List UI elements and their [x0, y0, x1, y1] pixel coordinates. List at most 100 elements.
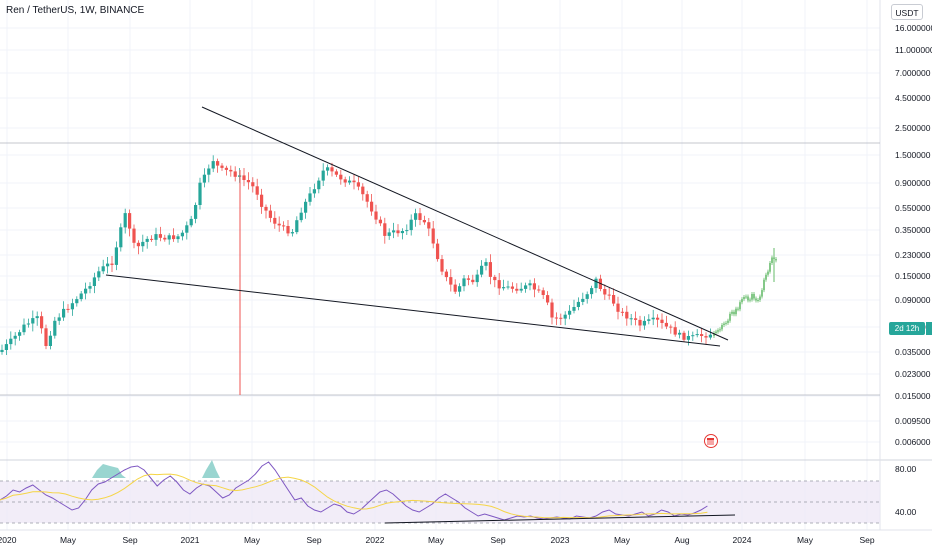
projection-bar — [715, 331, 717, 333]
candle-body — [669, 326, 673, 328]
rsi-axis-label: 80.00 — [895, 464, 917, 474]
time-axis-label: May — [244, 535, 261, 545]
projection-bar — [749, 299, 751, 301]
candle-body — [62, 308, 66, 318]
projection-bar — [765, 274, 767, 280]
candle-body — [48, 335, 52, 346]
candle-body — [365, 194, 369, 202]
candle-body — [0, 349, 4, 352]
candle-body — [488, 262, 492, 277]
candle-body — [176, 236, 180, 240]
candle-body — [75, 299, 79, 304]
rsi-overbought-fill — [92, 464, 126, 478]
rsi-overbought-fill — [202, 460, 220, 478]
candle-body — [405, 230, 409, 232]
time-axis-label: May — [428, 535, 445, 545]
candle-body — [35, 316, 39, 319]
candle-body — [546, 295, 550, 303]
candle-body — [497, 280, 501, 289]
wedge-upper-trendline — [201, 106, 729, 341]
price-axis: 16.000000 11.000000 7.000000 4.500000 2.5000… — [895, 23, 932, 447]
candle-body — [532, 283, 536, 290]
candle-body — [145, 238, 149, 242]
price-axis-label: 0.150000 — [895, 271, 931, 281]
time-axis-label: 2020 — [0, 535, 17, 545]
price-axis-label: 0.006000 — [895, 437, 931, 447]
candle-body — [317, 180, 321, 190]
candle-body — [326, 167, 330, 171]
price-axis-label: 0.009500 — [895, 416, 931, 426]
candle-body — [444, 271, 448, 278]
candle-body — [440, 259, 444, 272]
candle-body — [673, 327, 677, 335]
rsi-moving-average — [0, 473, 708, 519]
candle-body — [308, 193, 312, 202]
time-axis-label: 2024 — [733, 535, 752, 545]
candle-body — [119, 227, 123, 248]
price-axis-label: 0.230000 — [895, 250, 931, 260]
candlesticks — [0, 155, 712, 395]
candle-body — [18, 332, 22, 336]
candle-body — [603, 289, 607, 295]
candle-body — [79, 293, 83, 300]
candle-body — [242, 175, 246, 180]
candle-body — [506, 286, 510, 288]
candle-body — [422, 220, 426, 223]
candle-body — [515, 288, 519, 291]
projection-bar — [743, 297, 745, 300]
symbol-title[interactable]: Ren / TetherUS, 1W, BINANCE — [6, 5, 145, 16]
price-axis-label: 2.500000 — [895, 123, 931, 133]
price-axis-label: 7.000000 — [895, 68, 931, 78]
candle-body — [31, 318, 35, 324]
candle-body — [255, 186, 259, 195]
time-axis-label: Sep — [859, 535, 874, 545]
time-axis-label: Sep — [306, 535, 321, 545]
candle-body — [352, 180, 356, 183]
candle-body — [172, 235, 176, 240]
candle-body — [189, 218, 193, 226]
candle-body — [334, 171, 338, 175]
price-axis-label: 0.900000 — [895, 178, 931, 188]
candle-body — [273, 217, 277, 224]
projection-bar — [745, 296, 747, 298]
candle-body — [356, 182, 360, 187]
price-axis-label: 0.015000 — [895, 391, 931, 401]
projection-bar — [769, 263, 771, 272]
candle-body — [519, 288, 523, 291]
projection-bar — [723, 323, 725, 325]
economic-events-icon[interactable] — [704, 434, 718, 448]
projection-bar — [717, 330, 719, 332]
projection-bar — [727, 320, 729, 323]
projection-bar — [725, 322, 727, 324]
projection-bar — [771, 257, 773, 263]
time-axis: 2020 May Sep 2021 May Sep 2022 May Sep 2023 May Aug… — [0, 535, 875, 545]
candle-body — [607, 294, 611, 296]
candle-body — [436, 243, 440, 260]
candle-body — [462, 278, 466, 287]
candle-body — [387, 232, 391, 236]
candle-body — [651, 317, 655, 320]
candle-body — [691, 335, 695, 337]
candle-body — [700, 334, 704, 336]
rsi-pane — [0, 460, 880, 524]
price-axis-label: 0.350000 — [895, 225, 931, 235]
candle-body — [348, 180, 352, 183]
currency-button[interactable]: USDT — [891, 4, 923, 20]
candle-body — [304, 201, 308, 213]
candle-body — [678, 332, 682, 335]
time-axis-label: May — [60, 535, 77, 545]
candle-body — [9, 338, 13, 345]
candle-body — [13, 335, 17, 339]
candle-body — [647, 319, 651, 321]
time-axis-label: May — [614, 535, 631, 545]
candle-body — [158, 234, 162, 238]
candle-body — [185, 225, 189, 233]
projection-bar — [721, 325, 723, 330]
candle-body — [612, 295, 616, 304]
rsi-divergence-trendline — [384, 514, 736, 524]
price-axis-label: 0.090000 — [895, 295, 931, 305]
candle-body — [664, 322, 668, 327]
candle-body — [167, 235, 171, 240]
